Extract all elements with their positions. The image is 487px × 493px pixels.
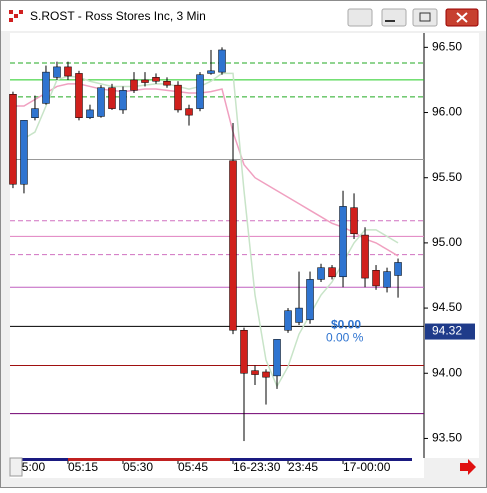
candle-body: [141, 79, 149, 83]
candle-body: [262, 371, 270, 378]
y-tick-label: 96.00: [432, 105, 462, 119]
x-tick-label: 05:15: [68, 460, 98, 474]
candle-body: [372, 270, 380, 287]
candle-body: [163, 80, 171, 86]
x-tick-label: 05:30: [123, 460, 153, 474]
candle-body: [75, 73, 83, 118]
y-tick-label: 95.50: [432, 170, 462, 184]
candle-body: [119, 90, 127, 111]
annotation: $0.00: [331, 318, 361, 332]
app-icon: [9, 10, 23, 22]
candle-body: [306, 279, 314, 321]
candle-body: [229, 160, 237, 331]
candle-body: [185, 108, 193, 116]
x-tick-label: 16-23:30: [233, 460, 281, 474]
candle-body: [284, 310, 292, 331]
y-tick-label: 94.50: [432, 300, 462, 314]
candle-body: [361, 234, 369, 279]
candle-body: [383, 271, 391, 288]
minimize-icon: [385, 20, 395, 22]
candle-body: [240, 329, 248, 374]
candle-body: [97, 87, 105, 117]
candle-body: [108, 87, 116, 109]
x-tick-label: 23:45: [288, 460, 318, 474]
candle-body: [64, 66, 72, 77]
candle-body: [174, 84, 182, 111]
candle-body: [31, 108, 39, 118]
y-tick-label: 96.50: [432, 40, 462, 54]
candle-body: [251, 370, 259, 375]
maximize-icon: [419, 12, 431, 22]
x-tick-label: 05:45: [178, 460, 208, 474]
candle-body: [273, 339, 281, 377]
candle-body: [218, 49, 226, 73]
scroll-right-arrow[interactable]: [460, 459, 476, 475]
x-tick-label: 17-00:00: [343, 460, 391, 474]
time-axis: [10, 458, 424, 478]
scroll-left-box[interactable]: [9, 457, 23, 477]
candle-body: [86, 109, 94, 118]
y-tick-label: 95.00: [432, 235, 462, 249]
time-scrollbar-highlight: [68, 458, 230, 461]
candle-body: [20, 120, 28, 185]
candle-body: [42, 71, 50, 104]
candle-body: [207, 70, 215, 74]
candle-body: [295, 307, 303, 323]
candle-body: [53, 66, 61, 78]
last-price-label: 94.32: [432, 324, 462, 338]
window-title: S.ROST - Ross Stores Inc, 3 Min: [30, 9, 206, 23]
last-price-box: [425, 323, 475, 340]
candle-body: [152, 77, 160, 82]
plot: 96.50 96.00 95.50 95.00 94.50 94.00 93.50 5:00 0…: [9, 40, 475, 474]
candle-body: [339, 206, 347, 278]
minimize-button[interactable]: [381, 8, 407, 27]
link-button[interactable]: [347, 8, 373, 27]
y-tick-label: 93.50: [432, 431, 462, 445]
annotation: 0.00 %: [326, 331, 364, 345]
candle-body: [350, 207, 358, 235]
candle-body: [9, 94, 17, 185]
close-icon: [456, 12, 468, 23]
candle-body: [394, 262, 402, 276]
candle-body: [328, 267, 336, 278]
maximize-button[interactable]: [412, 8, 438, 27]
candle-body: [130, 79, 138, 91]
candle-body: [317, 267, 325, 280]
y-tick-label: 94.00: [432, 365, 462, 379]
price-axis: [424, 33, 479, 458]
candle-body: [196, 74, 204, 109]
x-tick-label: 5:00: [22, 460, 46, 474]
